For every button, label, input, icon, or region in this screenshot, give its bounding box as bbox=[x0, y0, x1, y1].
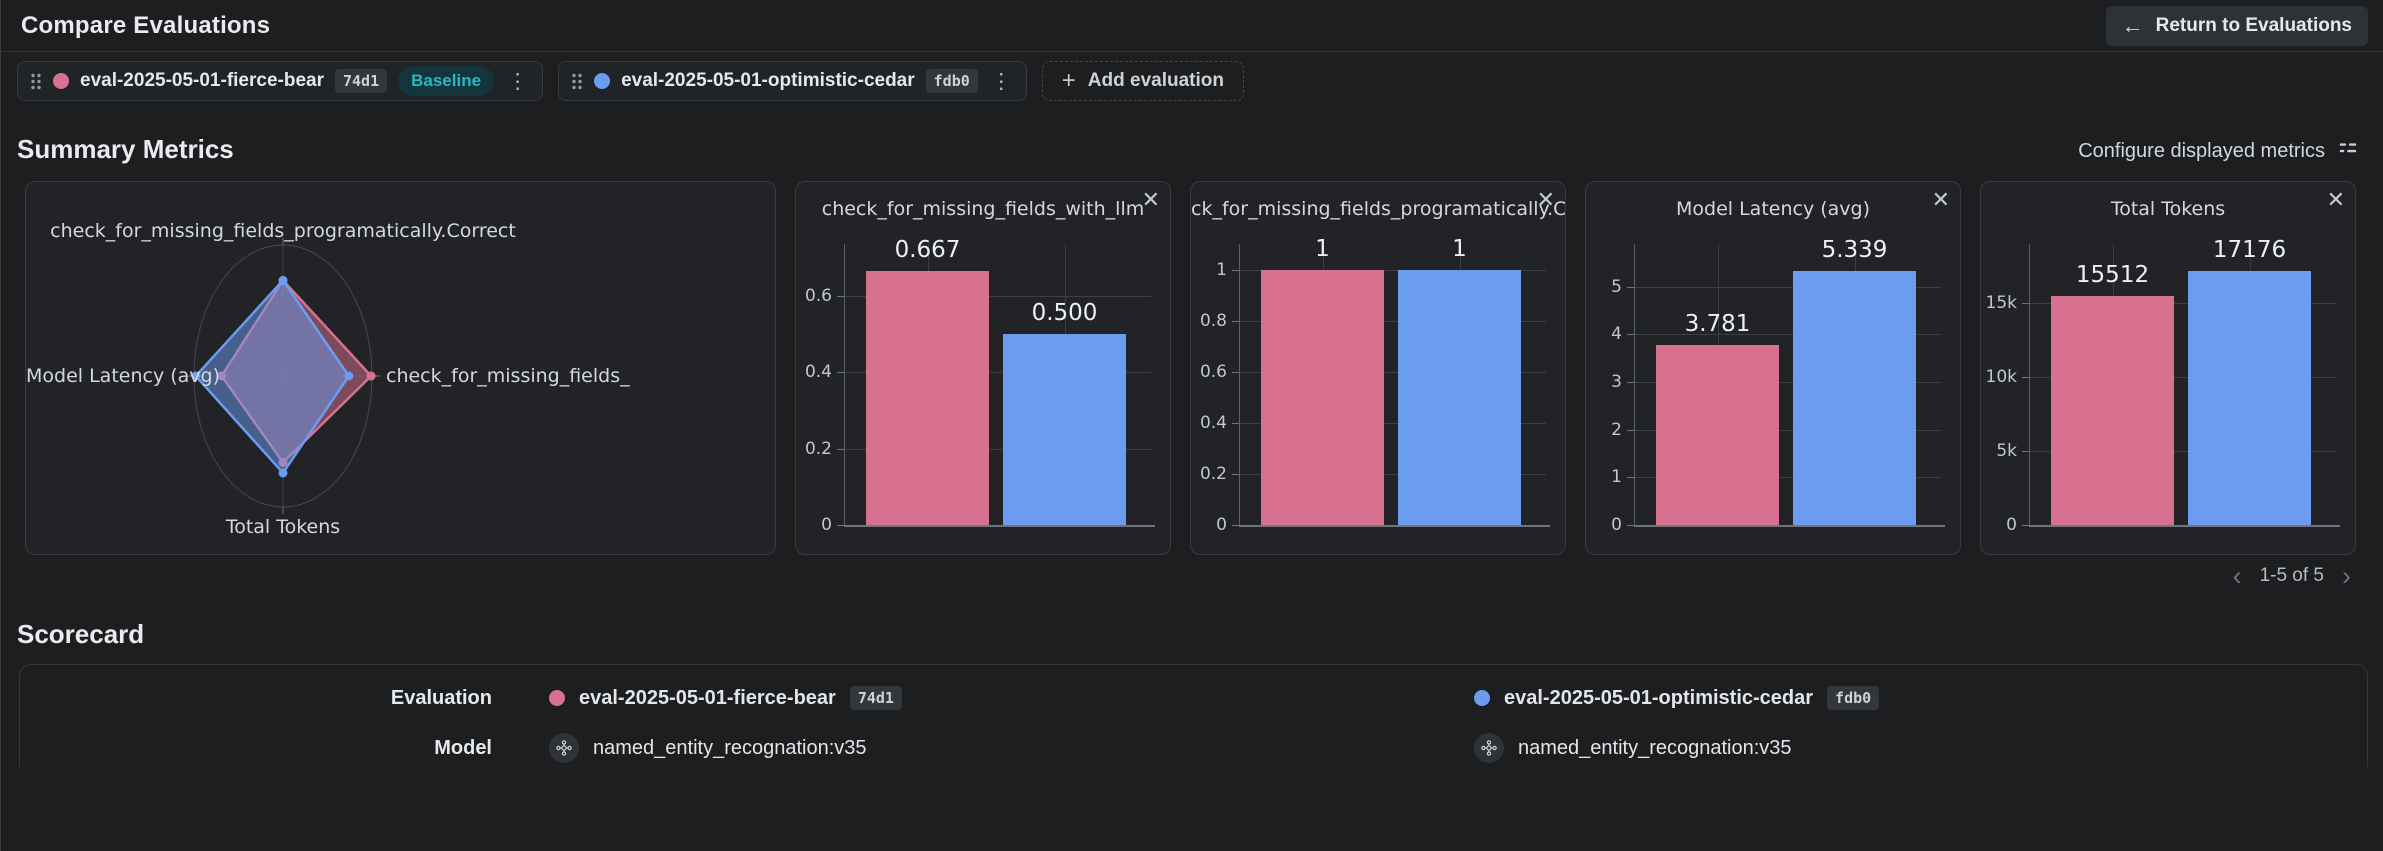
add-evaluation-label: Add evaluation bbox=[1087, 70, 1224, 91]
bar-1 bbox=[1003, 334, 1126, 525]
evaluation-id-badge: 74d1 bbox=[335, 69, 388, 93]
page-header: Compare Evaluations ← Return to Evaluati… bbox=[1, 0, 2383, 52]
metric-card-total-tokens: ✕ Total Tokens 0 5k 10k 15k 15512 17176 bbox=[1980, 181, 2356, 555]
evaluation-name: eval-2025-05-01-optimistic-cedar bbox=[621, 70, 915, 91]
bar-value-label: 3.781 bbox=[1684, 310, 1751, 337]
configure-metrics-icon bbox=[2337, 137, 2359, 165]
metric-card-title: ck_for_missing_fields_programatically.C bbox=[1191, 198, 1566, 220]
evaluation-id-badge: 74d1 bbox=[849, 686, 902, 710]
metric-card-title: Model Latency (avg) bbox=[1676, 198, 1870, 220]
bar-chart: 0 5k 10k 15k 15512 17176 bbox=[1981, 182, 2355, 554]
bar-value-label: 1 bbox=[1452, 235, 1467, 262]
close-icon[interactable]: ✕ bbox=[1536, 188, 1555, 213]
next-page-icon[interactable]: › bbox=[2342, 560, 2351, 591]
radar-chart: check_for_missing_fields_programatically… bbox=[26, 182, 775, 554]
summary-metrics-header: Summary Metrics Configure displayed metr… bbox=[1, 110, 2383, 181]
scorecard-title: Scorecard bbox=[17, 619, 145, 649]
bar-chart: 0 1 2 3 4 5 3.781 5.339 bbox=[1586, 182, 1960, 554]
series-color-dot bbox=[53, 73, 69, 89]
bar-0 bbox=[866, 270, 989, 525]
summary-metrics-title: Summary Metrics bbox=[17, 134, 234, 164]
model-icon bbox=[549, 733, 579, 763]
evaluation-id-badge: fdb0 bbox=[925, 69, 978, 93]
drag-handle-icon[interactable] bbox=[30, 73, 42, 90]
radar-axis-label-left: Model Latency (avg) bbox=[26, 365, 220, 387]
drag-handle-icon[interactable] bbox=[571, 73, 583, 90]
scorecard-row-evaluation: Evaluation eval-2025-05-01-fierce-bear 7… bbox=[20, 673, 2367, 723]
bar-value-label: 0.667 bbox=[894, 236, 961, 263]
radar-axis-label-top: check_for_missing_fields_programatically… bbox=[50, 220, 516, 242]
radar-axis-label-right: check_for_missing_fields_ bbox=[386, 365, 630, 387]
summary-metric-cards: check_for_missing_fields_programatically… bbox=[1, 181, 2383, 555]
metric-card-title: check_for_missing_fields_with_llm bbox=[821, 198, 1145, 220]
bar-value-label: 15512 bbox=[2075, 261, 2150, 288]
bar-chart: 0 0.2 0.4 0.6 0.667 0.500 bbox=[796, 182, 1170, 554]
series-color-dot bbox=[1474, 690, 1490, 706]
evaluation-menu-icon[interactable]: ⋮ bbox=[990, 69, 1012, 93]
bar-value-label: 1 bbox=[1315, 235, 1330, 262]
evaluation-name: eval-2025-05-01-optimistic-cedar bbox=[1504, 686, 1814, 709]
evaluation-selector-row: eval-2025-05-01-fierce-bear 74d1 Baselin… bbox=[1, 52, 2383, 110]
model-name: named_entity_recognation:v35 bbox=[593, 736, 867, 759]
evaluation-name: eval-2025-05-01-fierce-bear bbox=[80, 70, 324, 91]
evaluation-pill-comparison[interactable]: eval-2025-05-01-optimistic-cedar fdb0 ⋮ bbox=[558, 61, 1027, 101]
series-color-dot bbox=[549, 690, 565, 706]
evaluation-name: eval-2025-05-01-fierce-bear bbox=[579, 686, 836, 709]
scorecard-row-model: Model named_entity_recognation:v35 named… bbox=[20, 723, 2367, 767]
bar-0 bbox=[1261, 269, 1384, 525]
radar-chart-card: check_for_missing_fields_programatically… bbox=[25, 181, 776, 555]
scorecard-row-label: Evaluation bbox=[390, 686, 492, 709]
evaluation-menu-icon[interactable]: ⋮ bbox=[507, 69, 529, 93]
metric-card-check-for-missing-fields-with-llm: ✕ check_for_missing_fields_with_llm 0 0.2… bbox=[795, 181, 1171, 555]
configure-displayed-metrics-button[interactable]: Configure displayed metrics bbox=[2078, 137, 2359, 165]
bar-0 bbox=[1656, 344, 1779, 525]
close-icon[interactable]: ✕ bbox=[2326, 188, 2345, 213]
configure-metrics-label: Configure displayed metrics bbox=[2078, 139, 2325, 162]
bar-value-label: 5.339 bbox=[1821, 236, 1888, 263]
plus-icon: + bbox=[1061, 67, 1076, 94]
bar-chart: 0 0.2 0.4 0.6 0.8 1 1 1 bbox=[1191, 182, 1565, 554]
scorecard-evaluation-cell[interactable]: eval-2025-05-01-optimistic-cedar fdb0 bbox=[1417, 686, 2367, 710]
add-evaluation-button[interactable]: + Add evaluation bbox=[1041, 61, 1244, 101]
evaluation-pill-baseline[interactable]: eval-2025-05-01-fierce-bear 74d1 Baselin… bbox=[17, 61, 544, 101]
return-to-evaluations-button[interactable]: ← Return to Evaluations bbox=[2105, 5, 2368, 46]
close-icon[interactable]: ✕ bbox=[1141, 188, 1160, 213]
series-color-dot bbox=[594, 73, 611, 89]
bar-1 bbox=[1398, 269, 1521, 525]
scorecard-evaluation-cell[interactable]: eval-2025-05-01-fierce-bear 74d1 bbox=[492, 686, 1417, 710]
metric-card-model-latency: ✕ Model Latency (avg) 0 1 2 3 4 5 3.781 5.339 bbox=[1585, 181, 1961, 555]
bar-1 bbox=[2188, 270, 2311, 525]
bar-1 bbox=[1793, 270, 1916, 525]
back-arrow-icon: ← bbox=[2121, 12, 2144, 38]
metric-card-title: Total Tokens bbox=[2110, 198, 2226, 220]
scorecard-header: Scorecard bbox=[1, 597, 2383, 664]
scorecard-row-label: Model bbox=[434, 736, 492, 759]
baseline-badge: Baseline bbox=[398, 66, 495, 96]
model-name: named_entity_recognation:v35 bbox=[1518, 736, 1792, 759]
evaluation-id-badge: fdb0 bbox=[1827, 686, 1880, 710]
bar-value-label: 17176 bbox=[2212, 236, 2287, 263]
model-icon bbox=[1474, 733, 1504, 763]
scorecard-table: Evaluation eval-2025-05-01-fierce-bear 7… bbox=[19, 664, 2368, 767]
bar-value-label: 0.500 bbox=[1031, 300, 1098, 327]
pagination-text: 1-5 of 5 bbox=[2259, 565, 2324, 586]
metric-cards-pagination: ‹ 1-5 of 5 › bbox=[1, 555, 2383, 597]
page-title: Compare Evaluations bbox=[21, 11, 271, 39]
bar-0 bbox=[2051, 295, 2174, 525]
return-button-label: Return to Evaluations bbox=[2155, 14, 2352, 36]
scorecard-model-cell[interactable]: named_entity_recognation:v35 bbox=[1417, 733, 2367, 763]
close-icon[interactable]: ✕ bbox=[1931, 188, 1950, 213]
scorecard-model-cell[interactable]: named_entity_recognation:v35 bbox=[492, 733, 1417, 763]
metric-card-programatically-correct: ✕ ck_for_missing_fields_programatically.… bbox=[1190, 181, 1566, 555]
previous-page-icon[interactable]: ‹ bbox=[2232, 560, 2242, 591]
radar-axis-label-bottom: Total Tokens bbox=[225, 516, 341, 538]
